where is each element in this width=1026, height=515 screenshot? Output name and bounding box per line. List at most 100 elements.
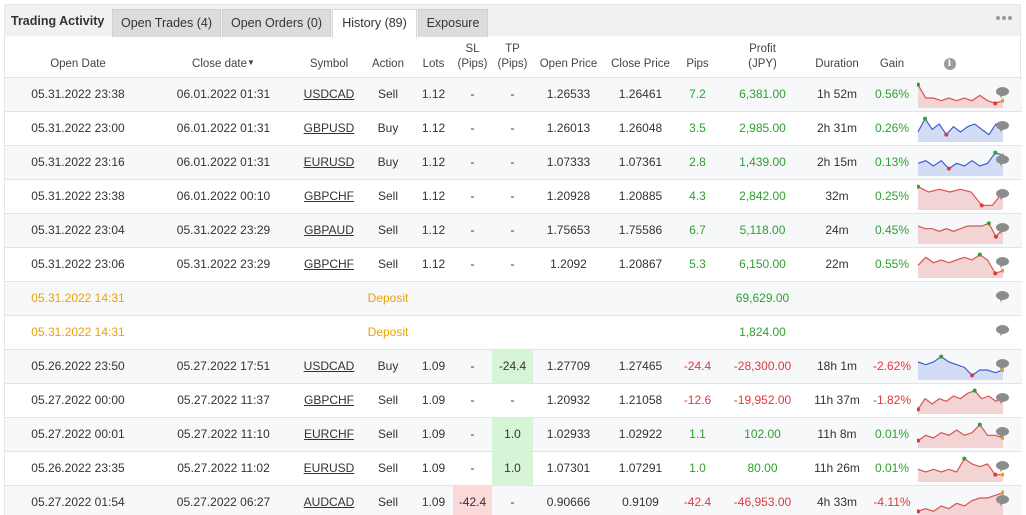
close-price-cell: [604, 315, 677, 350]
tab-history[interactable]: History (89): [332, 9, 417, 38]
trade-sparkline[interactable]: [917, 488, 1004, 515]
table-row[interactable]: 05.27.2022 00:00 05.27.2022 11:37 GBPCHF Se…: [5, 383, 1022, 418]
comment-icon[interactable]: [995, 427, 1009, 438]
sparkline-line: [917, 423, 1004, 442]
header-chart: i: [917, 36, 982, 78]
lots-cell: 1.09: [414, 349, 453, 384]
pips-cell: 5.3: [677, 247, 718, 282]
sparkline-line: [917, 355, 1004, 377]
tab-open-trades[interactable]: Open Trades (4): [112, 9, 221, 37]
spark-cell[interactable]: [917, 145, 1004, 180]
deposit-row[interactable]: 05.31.2022 14:31 Deposit 69,629.00: [5, 281, 1022, 316]
symbol-link[interactable]: GBPAUD: [296, 213, 362, 248]
table-row[interactable]: 05.31.2022 23:38 06.01.2022 00:10 GBPCHF Se…: [5, 179, 1022, 214]
spark-cell[interactable]: [917, 349, 1004, 384]
sparkline-line: [917, 457, 1003, 476]
tp-cell: -: [492, 145, 533, 180]
sl-cell: -: [453, 349, 492, 384]
gain-cell: 0.01%: [867, 417, 917, 452]
comment-icon[interactable]: [995, 223, 1009, 234]
header-pips[interactable]: Pips: [677, 36, 718, 78]
sparkline-area: [918, 458, 1003, 482]
symbol-link[interactable]: EURUSD: [296, 451, 362, 486]
profit-cell: -46,953.00: [718, 485, 807, 515]
sparkline-max-dot: [993, 150, 998, 155]
table-row[interactable]: 05.31.2022 23:00 06.01.2022 01:31 GBPUSD Bu…: [5, 111, 1022, 146]
info-icon[interactable]: i: [943, 57, 956, 70]
open-date-cell: 05.31.2022 23:04: [5, 213, 151, 248]
comment-icon[interactable]: [995, 121, 1009, 132]
comment-icon[interactable]: [995, 461, 1009, 472]
header-sl[interactable]: SL (Pips): [453, 36, 492, 78]
table-row[interactable]: 05.31.2022 23:38 06.01.2022 01:31 USDCAD Se…: [5, 77, 1022, 112]
more-options-icon[interactable]: [996, 14, 1012, 22]
symbol-link[interactable]: GBPUSD: [296, 111, 362, 146]
table-row[interactable]: 05.31.2022 23:04 05.31.2022 23:29 GBPAUD Se…: [5, 213, 1022, 248]
comment-icon[interactable]: [995, 291, 1009, 302]
table-row[interactable]: 05.27.2022 00:01 05.27.2022 11:10 EURCHF Se…: [5, 417, 1022, 452]
symbol-link[interactable]: USDCAD: [296, 349, 362, 384]
header-symbol[interactable]: Symbol: [296, 36, 362, 78]
tp-cell: -: [492, 111, 533, 146]
header-duration[interactable]: Duration: [807, 36, 867, 78]
header-open-price[interactable]: Open Price: [533, 36, 604, 78]
header-close-date[interactable]: Close date▼: [151, 36, 296, 78]
duration-cell: [807, 315, 867, 350]
history-table: Open Date Close date▼ Symbol Action Lots…: [5, 36, 1022, 515]
table-row[interactable]: 05.31.2022 23:16 06.01.2022 01:31 EURUSD Bu…: [5, 145, 1022, 180]
tab-exposure[interactable]: Exposure: [418, 9, 488, 37]
comment-icon[interactable]: [995, 87, 1009, 98]
header-close-price[interactable]: Close Price: [604, 36, 677, 78]
spark-cell[interactable]: [917, 247, 1004, 282]
spark-cell[interactable]: [917, 383, 1004, 418]
table-row[interactable]: 05.26.2022 23:50 05.27.2022 17:51 USDCAD Bu…: [5, 349, 1022, 384]
deposit-row[interactable]: 05.31.2022 14:31 Deposit 1,824.00: [5, 315, 1022, 350]
symbol-link[interactable]: USDCAD: [296, 77, 362, 112]
header-open-date[interactable]: Open Date: [5, 36, 151, 78]
spark-cell[interactable]: [917, 417, 1004, 452]
table-row[interactable]: 05.26.2022 23:35 05.27.2022 11:02 EURUSD Se…: [5, 451, 1022, 486]
header-gain[interactable]: Gain: [867, 36, 917, 78]
close-date-cell: 05.31.2022 23:29: [151, 247, 296, 282]
sparkline-max-dot: [986, 221, 991, 226]
symbol-link[interactable]: AUDCAD: [296, 485, 362, 515]
sparkline-area: [918, 186, 1003, 210]
symbol-link[interactable]: GBPCHF: [296, 247, 362, 282]
comment-icon[interactable]: [995, 155, 1009, 166]
header-lots[interactable]: Lots: [414, 36, 453, 78]
table-row[interactable]: 05.27.2022 01:54 05.27.2022 06:27 AUDCAD Se…: [5, 485, 1022, 515]
symbol-link[interactable]: EURCHF: [296, 417, 362, 452]
sparkline-min-dot: [917, 438, 920, 443]
comment-icon[interactable]: [995, 257, 1009, 268]
sl-cell: -: [453, 77, 492, 112]
spark-cell[interactable]: [917, 77, 1004, 112]
tab-open-orders[interactable]: Open Orders (0): [222, 9, 331, 37]
symbol-link[interactable]: GBPCHF: [296, 383, 362, 418]
open-date-cell: 05.26.2022 23:35: [5, 451, 151, 486]
comment-icon[interactable]: [995, 189, 1009, 200]
lots-cell: [414, 315, 453, 350]
header-profit[interactable]: Profit (JPY): [718, 36, 807, 78]
trade-sparkline[interactable]: [917, 114, 1004, 142]
header-action[interactable]: Action: [362, 36, 414, 78]
spark-cell[interactable]: [917, 451, 1004, 486]
comment-icon[interactable]: [995, 495, 1009, 506]
table-row[interactable]: 05.31.2022 23:06 05.31.2022 23:29 GBPCHF Se…: [5, 247, 1022, 282]
comment-cell[interactable]: [982, 281, 1022, 316]
comment-icon[interactable]: [995, 359, 1009, 370]
lots-cell: 1.12: [414, 111, 453, 146]
symbol-link[interactable]: GBPCHF: [296, 179, 362, 214]
gain-cell: [867, 281, 917, 316]
symbol-link[interactable]: EURUSD: [296, 145, 362, 180]
spark-cell: [917, 281, 982, 316]
spark-cell[interactable]: [917, 179, 1004, 214]
spark-cell[interactable]: [917, 111, 1004, 146]
comment-cell[interactable]: [982, 315, 1022, 350]
comment-icon[interactable]: [995, 393, 1009, 404]
header-tp[interactable]: TP (Pips): [492, 36, 533, 78]
profit-cell: 69,629.00: [718, 281, 807, 316]
sparkline-min-dot: [970, 373, 975, 378]
spark-cell[interactable]: [917, 485, 1004, 515]
spark-cell[interactable]: [917, 213, 1004, 248]
comment-icon[interactable]: [995, 325, 1009, 336]
